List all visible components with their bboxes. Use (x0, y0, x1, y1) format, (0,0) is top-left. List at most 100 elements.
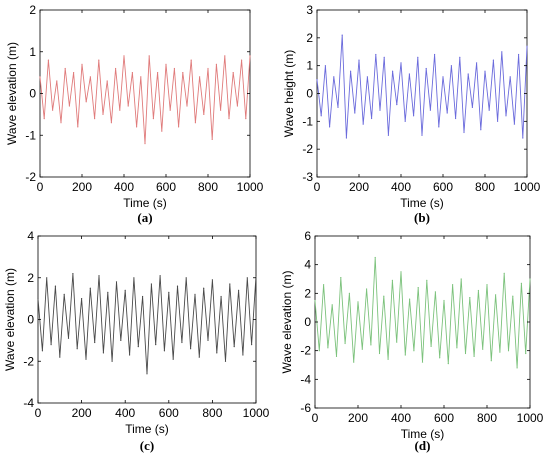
data-point (320, 115, 322, 117)
data-point (102, 113, 104, 115)
y-tick-label: -4 (300, 372, 311, 386)
data-point (400, 271, 402, 273)
data-point (396, 341, 398, 343)
data-point (59, 356, 61, 358)
data-point (471, 106, 473, 108)
data-point (76, 348, 78, 350)
data-point (67, 337, 70, 339)
data-point (172, 358, 174, 360)
data-point (383, 295, 385, 297)
data-point (246, 277, 248, 279)
y-tick-label: 2 (27, 271, 34, 285)
data-point (140, 76, 142, 78)
data-point (165, 63, 167, 65)
y-axis-label: Wave height (m) (282, 50, 296, 138)
data-point (452, 284, 454, 286)
y-tick-label: 0 (29, 87, 36, 101)
x-tick-label: 200 (72, 180, 92, 194)
data-point (329, 126, 331, 128)
data-point (220, 295, 222, 298)
data-point (327, 347, 329, 349)
data-point (344, 342, 346, 345)
data-point (348, 292, 350, 294)
data-point (467, 73, 469, 75)
data-point (211, 279, 213, 281)
data-point (323, 284, 325, 286)
y-tick-label: -2 (300, 344, 311, 358)
data-point (60, 122, 62, 124)
data-point (353, 361, 355, 363)
data-point (447, 363, 449, 365)
y-tick-label: 3 (306, 3, 313, 17)
data-point (482, 348, 484, 350)
data-point (400, 62, 402, 64)
data-point (85, 358, 87, 360)
data-point (484, 70, 486, 72)
data-point (497, 120, 499, 122)
data-point (46, 277, 48, 279)
data-point (77, 126, 79, 128)
data-point (228, 118, 230, 120)
x-tick-label: 0 (35, 406, 42, 420)
data-point (190, 59, 192, 61)
data-point (439, 357, 441, 359)
y-tick-label: -3 (302, 170, 313, 184)
data-point (505, 115, 507, 117)
data-point (41, 350, 44, 352)
data-point (516, 367, 518, 369)
y-axis-label: Wave elevation (m) (3, 268, 17, 371)
data-point (194, 293, 196, 295)
x-tick-label: 1000 (243, 406, 270, 420)
data-point (366, 288, 368, 290)
data-point (173, 67, 175, 70)
data-point (362, 123, 364, 125)
data-point (379, 109, 381, 111)
data-point (81, 298, 83, 300)
data-point (255, 275, 257, 277)
x-tick-label: 0 (37, 180, 44, 194)
data-point (350, 70, 352, 72)
data-point (438, 126, 440, 128)
panel-c: 0 200 400 600 800 1000 -4 -2 0 2 4 Time (s) Wave ele… (3, 229, 270, 453)
data-point (56, 80, 58, 82)
data-point (340, 277, 342, 279)
data-point (469, 297, 471, 299)
data-point (526, 45, 528, 47)
data-point (473, 355, 475, 357)
data-point (499, 351, 501, 353)
data-point (463, 131, 465, 134)
data-point (333, 76, 335, 78)
data-point (512, 295, 514, 297)
data-point (421, 134, 423, 136)
data-point (115, 281, 118, 283)
x-tick-label: 600 (434, 411, 454, 425)
panel-caption: (b) (414, 210, 430, 225)
x-tick-label: 0 (314, 180, 321, 194)
data-point (127, 105, 129, 107)
data-point (142, 295, 144, 298)
data-point (430, 345, 432, 347)
data-point (194, 122, 196, 124)
data-point (413, 350, 415, 352)
data-point (488, 109, 490, 111)
data-point (120, 339, 122, 341)
data-point (421, 361, 424, 363)
data-point (224, 55, 226, 57)
x-tick-label: 1000 (237, 180, 264, 194)
data-point (357, 301, 359, 303)
data-point (123, 55, 125, 57)
data-point (238, 289, 240, 291)
data-point (176, 285, 179, 287)
data-point (396, 104, 398, 106)
data-point (63, 293, 65, 295)
data-point (73, 72, 75, 74)
data-point (185, 277, 187, 279)
series-line (316, 34, 528, 139)
data-point (72, 273, 74, 275)
x-tick-label: 400 (391, 180, 411, 194)
data-point (522, 137, 524, 139)
data-point (220, 109, 222, 111)
data-point (110, 122, 112, 124)
data-point (168, 291, 170, 293)
y-tick-label: 4 (304, 258, 311, 272)
